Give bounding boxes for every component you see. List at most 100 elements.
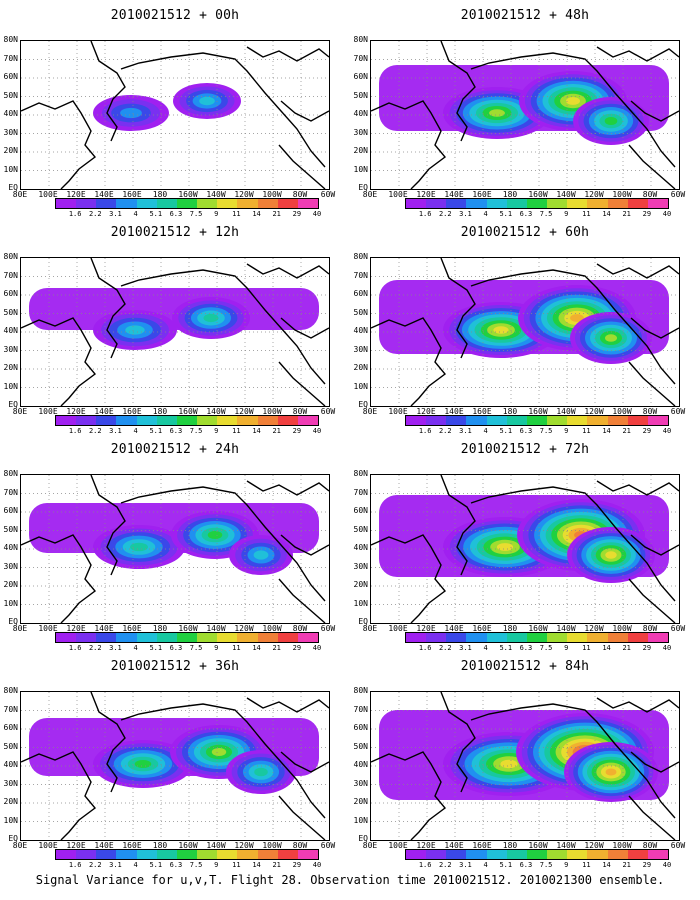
- longitude-label: 160E: [122, 190, 142, 199]
- colorbar-swatch: [217, 416, 238, 425]
- coastline: [120, 269, 326, 385]
- longitude-label: 100E: [38, 841, 58, 850]
- colorbar-label: 11: [582, 210, 591, 218]
- colorbar-swatch: [116, 416, 137, 425]
- colorbar-label: 11: [582, 861, 591, 869]
- coastline: [470, 52, 676, 168]
- colorbar-label: 4: [483, 644, 488, 652]
- colorbar-label: 9: [564, 427, 569, 435]
- map-plot: [370, 691, 680, 841]
- coastline: [371, 534, 447, 623]
- longitude-label: 60W: [320, 624, 336, 633]
- colorbar-swatch: [96, 633, 117, 642]
- map-plot: [20, 257, 330, 407]
- colorbar-label: 2.2: [88, 644, 102, 652]
- longitude-label: 80W: [292, 841, 308, 850]
- colorbar-label: 40: [662, 427, 672, 435]
- forecast-panel: 2010021512 + 00h 80N 70N 60N 50N 40N 30N 20N 10N…: [0, 0, 350, 222]
- colorbar-swatch: [547, 416, 568, 425]
- colorbar-swatch: [136, 850, 157, 859]
- colorbar-swatch: [446, 633, 467, 642]
- forecast-panel: 2010021512 + 12h 80N 70N 60N 50N 40N 30N 20N 10N…: [0, 217, 350, 439]
- latitude-label: EQ: [358, 183, 368, 192]
- colorbar-swatch: [156, 199, 177, 208]
- longitude-label: 100W: [612, 841, 632, 850]
- colorbar-label: 1.6: [68, 427, 82, 435]
- variance-contour: [489, 109, 505, 117]
- colorbar-label: 1.6: [418, 427, 432, 435]
- colorbar-swatch: [406, 633, 427, 642]
- colorbar-label: 5.1: [499, 644, 513, 652]
- colorbar-swatch: [237, 416, 258, 425]
- colorbar-label: 14: [602, 210, 611, 218]
- colorbar-label: 5.1: [149, 427, 163, 435]
- coastline: [280, 534, 329, 556]
- colorbar-swatch: [466, 199, 487, 208]
- colorbar-label: 40: [312, 644, 322, 652]
- longitude-label: 60W: [670, 407, 686, 416]
- colorbar-swatch: [627, 850, 648, 859]
- colorbar-swatch: [567, 199, 588, 208]
- map-svg: [371, 475, 679, 623]
- longitude-label: 160E: [472, 624, 492, 633]
- latitude-label: 70N: [3, 704, 18, 714]
- colorbar-label: 14: [252, 644, 261, 652]
- coastline: [440, 258, 476, 359]
- longitude-label: 60W: [670, 841, 686, 850]
- colorbar-swatch: [257, 199, 278, 208]
- colorbar-swatch: [156, 633, 177, 642]
- colorbar-swatch: [426, 633, 447, 642]
- coastline: [628, 578, 676, 623]
- longitude-label: 120E: [66, 407, 86, 416]
- latitude-label: 50N: [353, 307, 368, 317]
- colorbar-label: 7.5: [539, 644, 553, 652]
- colorbar-label: 6.3: [169, 644, 183, 652]
- colorbar-swatch: [406, 199, 427, 208]
- longitude-label: 80W: [292, 190, 308, 199]
- longitude-label: 140W: [556, 624, 576, 633]
- variance-contour: [570, 314, 584, 322]
- colorbar-swatch: [627, 199, 648, 208]
- latitude-label: 50N: [3, 307, 18, 317]
- latitude-label: 20N: [3, 363, 18, 372]
- coastline: [120, 486, 326, 602]
- latitude-label: 60N: [3, 72, 18, 81]
- colorbar-swatch: [567, 633, 588, 642]
- colorbar-label: 3.1: [109, 427, 122, 435]
- colorbar-swatch: [607, 633, 628, 642]
- latitude-label: 40N: [3, 109, 18, 118]
- map-svg: [21, 692, 329, 840]
- colorbar-swatch: [526, 850, 548, 859]
- longitude-label: 140E: [94, 624, 114, 633]
- coastline: [440, 475, 476, 576]
- coastline: [630, 317, 679, 339]
- latitude-label: 30N: [3, 127, 18, 137]
- longitude-label: 140E: [94, 841, 114, 850]
- colorbar-swatch: [217, 633, 238, 642]
- latitude-label: 30N: [3, 561, 18, 571]
- colorbar-swatch: [297, 633, 319, 642]
- latitude-label: 20N: [353, 146, 368, 155]
- coastline: [596, 480, 679, 496]
- latitude-label: 70N: [3, 487, 18, 497]
- longitude-label: 120E: [416, 624, 436, 633]
- coastline: [90, 41, 126, 142]
- longitude-label: 60W: [670, 190, 686, 199]
- coastline: [120, 703, 326, 819]
- panel-title: 2010021512 + 48h: [460, 8, 590, 23]
- latitude-label: 80N: [3, 252, 18, 261]
- colorbar-label: 9: [214, 644, 219, 652]
- longitude-label: 60W: [670, 624, 686, 633]
- variance-contour: [605, 768, 617, 776]
- latitude-label: 10N: [3, 598, 18, 608]
- longitude-label: 160W: [528, 407, 548, 416]
- colorbar-label: 7.5: [539, 210, 553, 218]
- longitude-label: 160E: [472, 190, 492, 199]
- latitude-label: 20N: [353, 363, 368, 372]
- variance-contour: [605, 334, 617, 342]
- colorbar: [55, 198, 319, 209]
- panel-title: 2010021512 + 36h: [110, 659, 240, 674]
- colorbar-label: 2.2: [438, 644, 452, 652]
- longitude-label: 120W: [234, 190, 254, 199]
- coastline: [630, 534, 679, 556]
